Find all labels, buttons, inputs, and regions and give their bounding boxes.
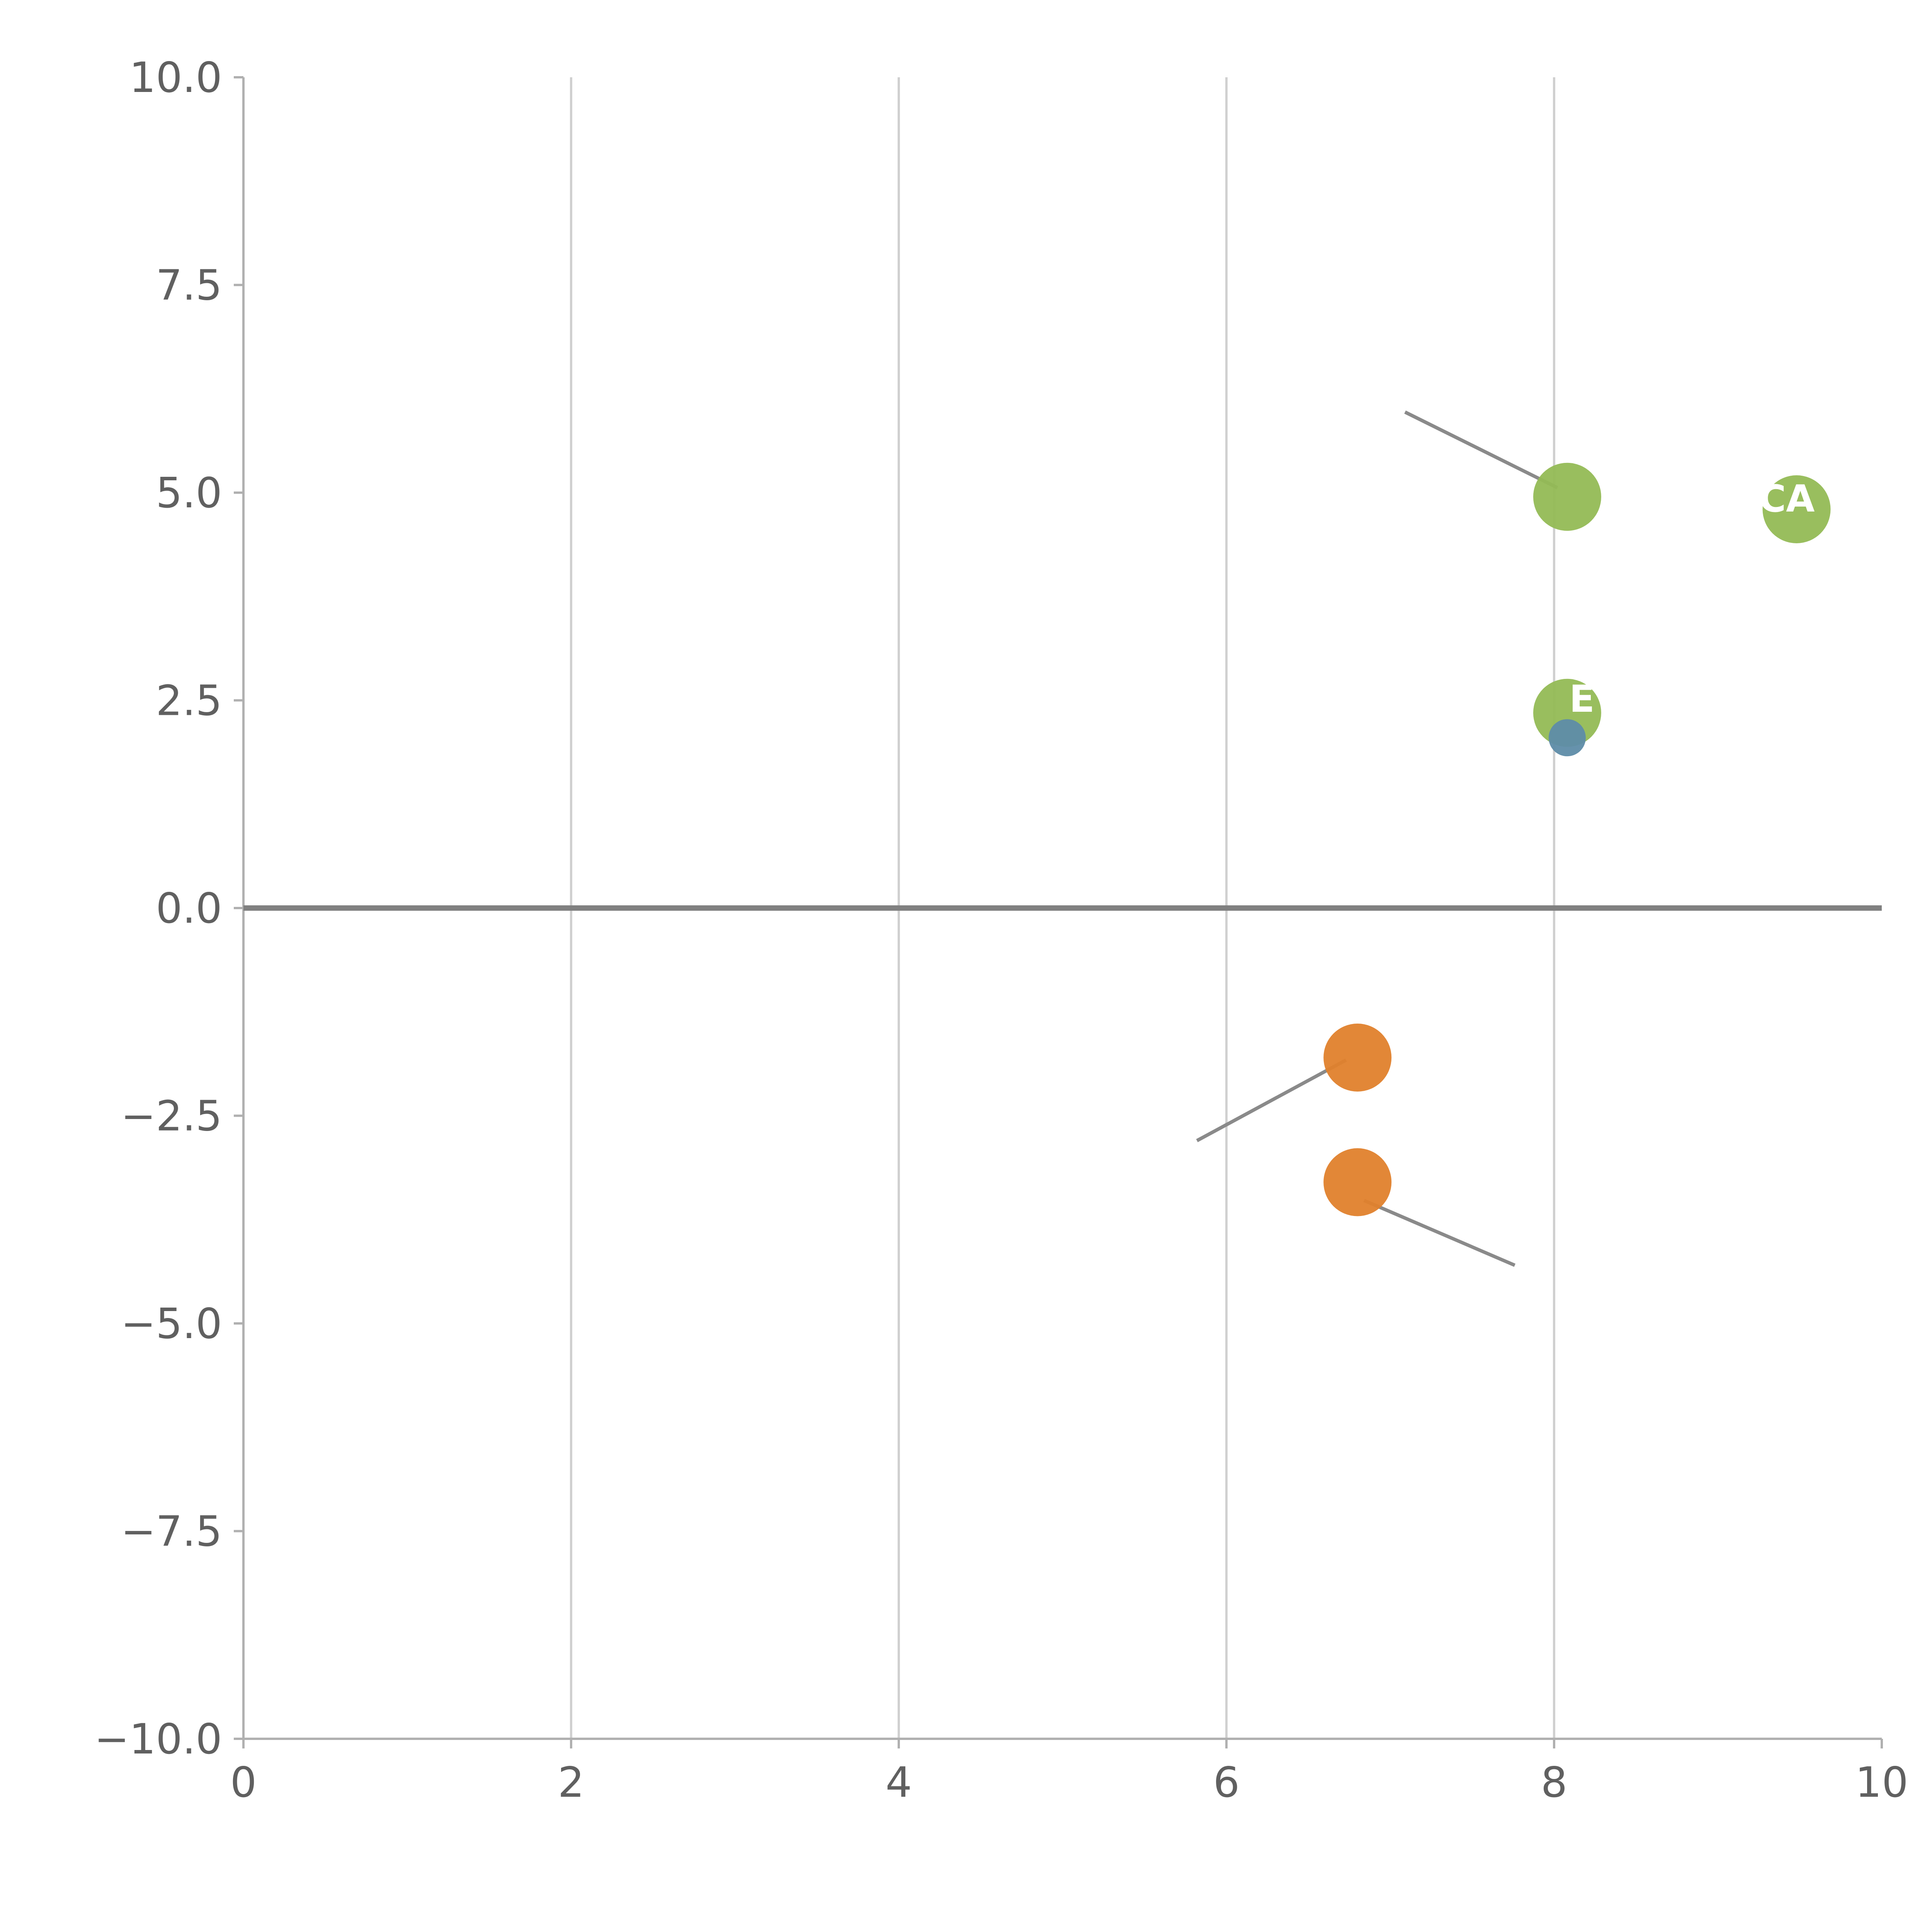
- annotation-leader-line: [1404, 410, 1558, 490]
- y-tick-label: 10.0: [129, 54, 222, 102]
- data-point-orange-points: [1323, 1148, 1392, 1216]
- data-point-blue-points: [1548, 719, 1586, 757]
- y-tick-label: −2.5: [121, 1092, 222, 1141]
- x-tick-label: 4: [886, 1759, 912, 1807]
- annotation-leader-line: [1196, 1058, 1347, 1142]
- x-tick-label: 0: [230, 1759, 257, 1807]
- x-tick-label: 2: [558, 1759, 585, 1807]
- annotation-label: CA: [1759, 477, 1815, 520]
- annotation-label: E: [1569, 677, 1595, 721]
- y-tick-label: 2.5: [156, 677, 222, 725]
- annotation-leader-line: [1363, 1199, 1516, 1267]
- y-tick-label: 7.5: [156, 262, 222, 310]
- data-point-orange-points: [1323, 1024, 1392, 1092]
- y-tick-label: −7.5: [121, 1508, 222, 1556]
- y-tick-label: 5.0: [156, 469, 222, 517]
- x-tick-label: 6: [1213, 1759, 1240, 1807]
- data-point-green-points: [1533, 679, 1601, 747]
- x-tick-label: 10: [1855, 1759, 1908, 1807]
- data-point-green-points: [1533, 463, 1601, 531]
- y-tick-label: −10.0: [94, 1715, 222, 1764]
- y-tick-label: 0.0: [156, 884, 222, 933]
- y-tick-label: −5.0: [121, 1300, 222, 1348]
- data-point-green-points: [1762, 475, 1831, 543]
- x-tick-label: 8: [1541, 1759, 1568, 1807]
